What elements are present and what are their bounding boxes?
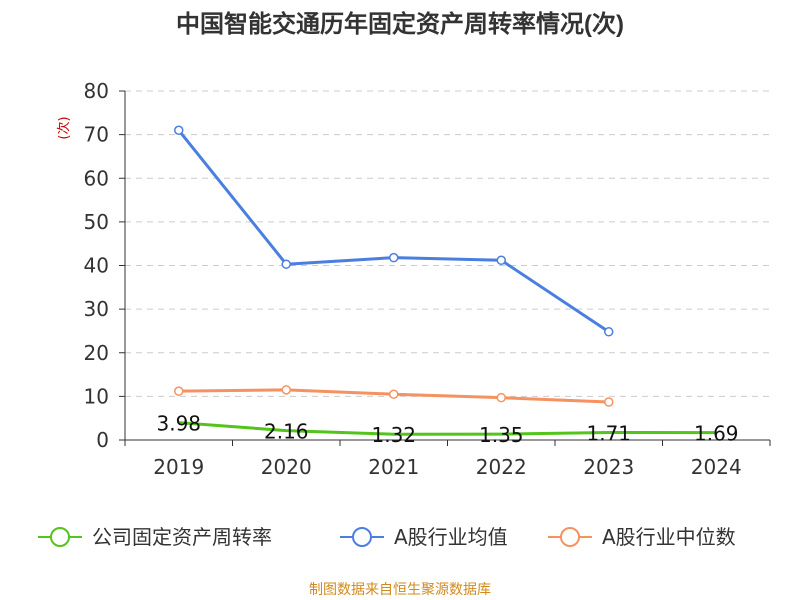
x-tick-label: 2024 — [691, 455, 742, 479]
data-point — [496, 255, 506, 266]
x-tick-label: 2023 — [583, 455, 634, 479]
data-point — [604, 327, 614, 337]
legend-item-industry_avg[interactable]: A股行业均值 — [340, 525, 508, 549]
legend-label: A股行业均值 — [394, 525, 508, 549]
y-axis: 0 10 20 30 40 50 60 70 80 — [84, 79, 126, 452]
x-tick-label: 2022 — [476, 455, 527, 479]
y-tick-label: 70 — [84, 123, 109, 147]
y-tick-label: 50 — [84, 210, 109, 234]
legend-item-company[interactable]: 公司固定资产周转率 — [38, 525, 272, 549]
series-layer — [174, 125, 717, 436]
legend-marker — [352, 527, 372, 547]
x-tick-label: 2019 — [153, 455, 204, 479]
series-line — [178, 421, 717, 436]
legend-marker — [560, 527, 580, 547]
data-point — [281, 385, 291, 395]
data-point — [281, 259, 291, 269]
data-label-layer: 3.98 2.16 1.32 1.35 1.71 1.69 — [156, 412, 738, 448]
y-tick-label: 80 — [84, 79, 109, 103]
data-label: 1.71 — [586, 422, 631, 446]
x-tick-label: 2021 — [368, 455, 419, 479]
data-label: 1.69 — [694, 422, 739, 446]
data-point — [174, 125, 184, 136]
y-tick-label: 40 — [84, 254, 109, 278]
chart-title: 中国智能交通历年固定资产周转率情况(次) — [176, 10, 624, 38]
data-point — [604, 397, 614, 407]
y-tick-label: 20 — [84, 341, 109, 365]
legend[interactable]: 公司固定资产周转率 A股行业均值 A股行业中位数 — [38, 525, 736, 549]
y-tick-label: 0 — [96, 428, 109, 452]
data-label: 1.32 — [371, 423, 416, 447]
data-point — [389, 252, 399, 263]
series-company — [178, 421, 717, 436]
data-label: 1.35 — [479, 423, 524, 447]
data-label: 3.98 — [156, 412, 201, 436]
data-point — [174, 386, 184, 396]
data-point — [389, 389, 399, 399]
y-tick-label: 30 — [84, 297, 109, 321]
source-footer: 制图数据来自恒生聚源数据库 — [309, 582, 491, 598]
grid-lines — [125, 90, 770, 397]
data-point — [496, 392, 506, 403]
series-industry_avg — [174, 125, 614, 337]
y-tick-label: 10 — [84, 384, 109, 408]
series-line — [177, 129, 610, 334]
y-tick-label: 60 — [84, 166, 109, 190]
legend-label: 公司固定资产周转率 — [92, 525, 272, 549]
legend-marker — [50, 527, 70, 547]
legend-label: A股行业中位数 — [602, 525, 736, 549]
data-label: 2.16 — [264, 420, 309, 444]
x-axis: 2019 2020 2021 2022 2023 2024 — [124, 439, 771, 479]
x-tick-label: 2020 — [261, 455, 312, 479]
legend-item-industry_median[interactable]: A股行业中位数 — [548, 525, 736, 549]
series-industry_median — [174, 385, 614, 407]
y-unit-label: (次) — [56, 116, 72, 139]
